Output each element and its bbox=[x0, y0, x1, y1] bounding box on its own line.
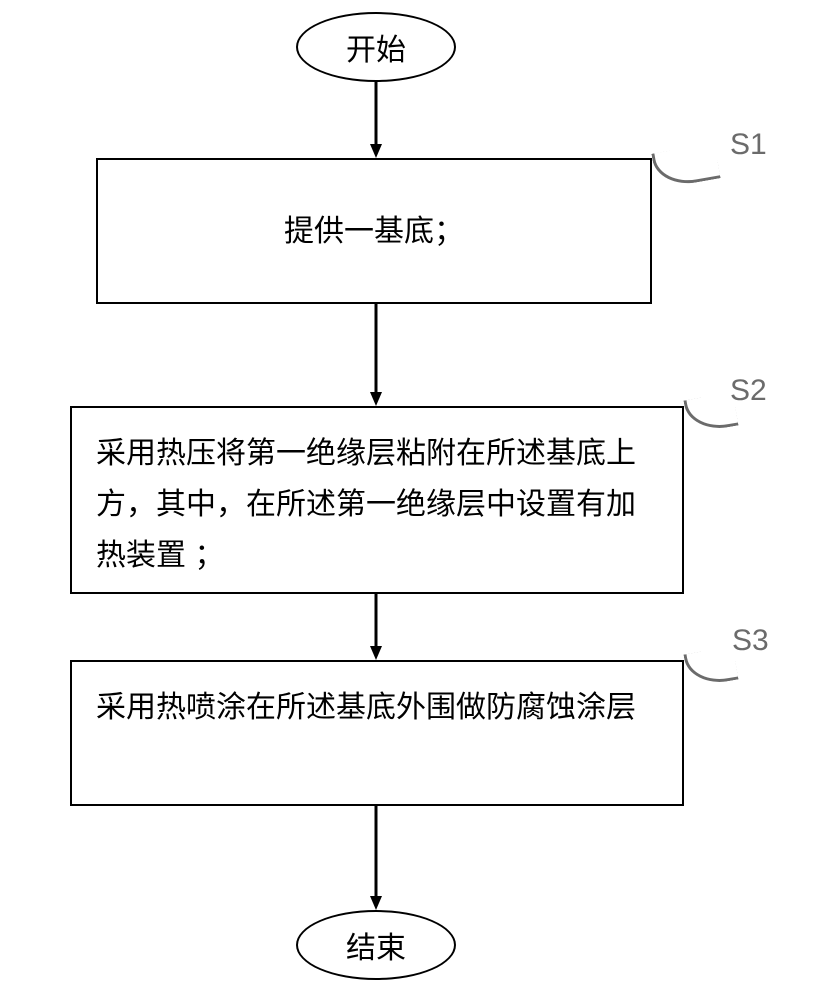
s1-label-curve bbox=[651, 143, 720, 190]
start-label: 开始 bbox=[346, 25, 406, 69]
process-s2: 采用热压将第一绝缘层粘附在所述基底上方，其中，在所述第一绝缘层中设置有加热装置 … bbox=[70, 406, 684, 594]
s2-text: 采用热压将第一绝缘层粘附在所述基底上方，其中，在所述第一绝缘层中设置有加热装置 … bbox=[96, 437, 636, 572]
end-node: 结束 bbox=[296, 910, 456, 980]
flowchart-canvas: 开始 提供一基底； S1 采用热压将第一绝缘层粘附在所述基底上方，其中，在所述第… bbox=[0, 0, 834, 1000]
edge-s1-s2 bbox=[370, 304, 382, 406]
end-label: 结束 bbox=[346, 923, 406, 967]
s1-label: S1 bbox=[730, 128, 767, 162]
edge-s2-s3 bbox=[370, 594, 382, 660]
s2-label: S2 bbox=[730, 374, 767, 408]
start-node: 开始 bbox=[296, 12, 456, 82]
process-s3: 采用热喷涂在所述基底外围做防腐蚀涂层 bbox=[70, 660, 684, 806]
s1-text: 提供一基底； bbox=[284, 206, 464, 257]
edge-start-s1 bbox=[370, 82, 382, 158]
s3-text: 采用热喷涂在所述基底外围做防腐蚀涂层 bbox=[96, 691, 636, 724]
s3-label-curve bbox=[683, 646, 738, 688]
s3-label: S3 bbox=[732, 624, 769, 658]
process-s1: 提供一基底； bbox=[96, 158, 652, 304]
edge-s3-end bbox=[370, 806, 382, 910]
